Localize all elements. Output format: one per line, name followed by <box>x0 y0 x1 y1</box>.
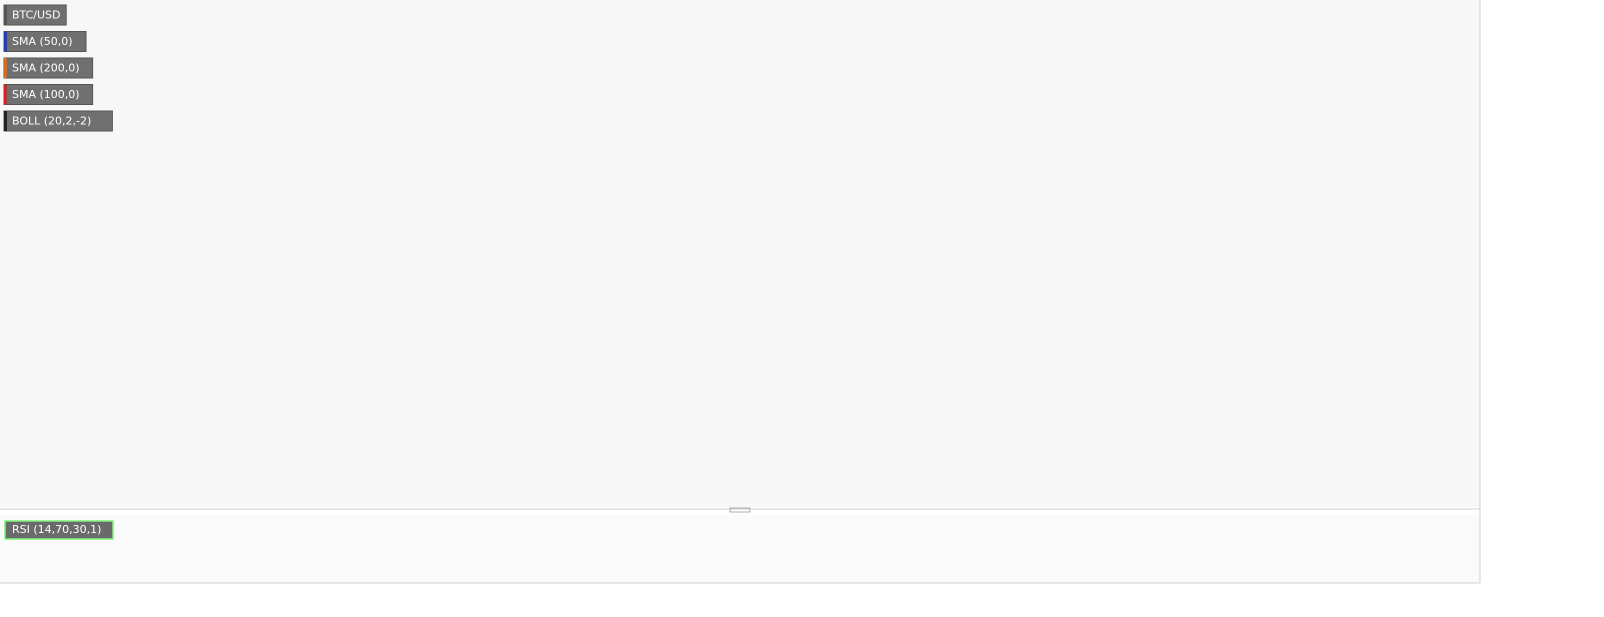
rsi-panel-bg <box>0 515 1480 583</box>
legend-label: BTC/USD <box>12 9 61 22</box>
legend-label: BOLL (20,2,-2) <box>12 115 91 128</box>
legend-swatch <box>4 5 7 25</box>
legend-label: RSI (14,70,30,1) <box>12 523 101 536</box>
legend-label: SMA (200,0) <box>12 62 80 75</box>
resize-handle[interactable] <box>729 507 751 513</box>
legend-swatch <box>4 111 7 131</box>
legend-swatch <box>4 58 7 78</box>
legend-label: SMA (50,0) <box>12 35 73 48</box>
legend-label: SMA (100,0) <box>12 88 80 101</box>
legend-swatch <box>4 31 7 52</box>
legend-box <box>4 520 114 540</box>
price-panel-bg <box>0 0 1480 507</box>
legend-swatch <box>4 84 7 105</box>
rsi-legend: RSI (14,70,30,1) <box>4 520 114 540</box>
